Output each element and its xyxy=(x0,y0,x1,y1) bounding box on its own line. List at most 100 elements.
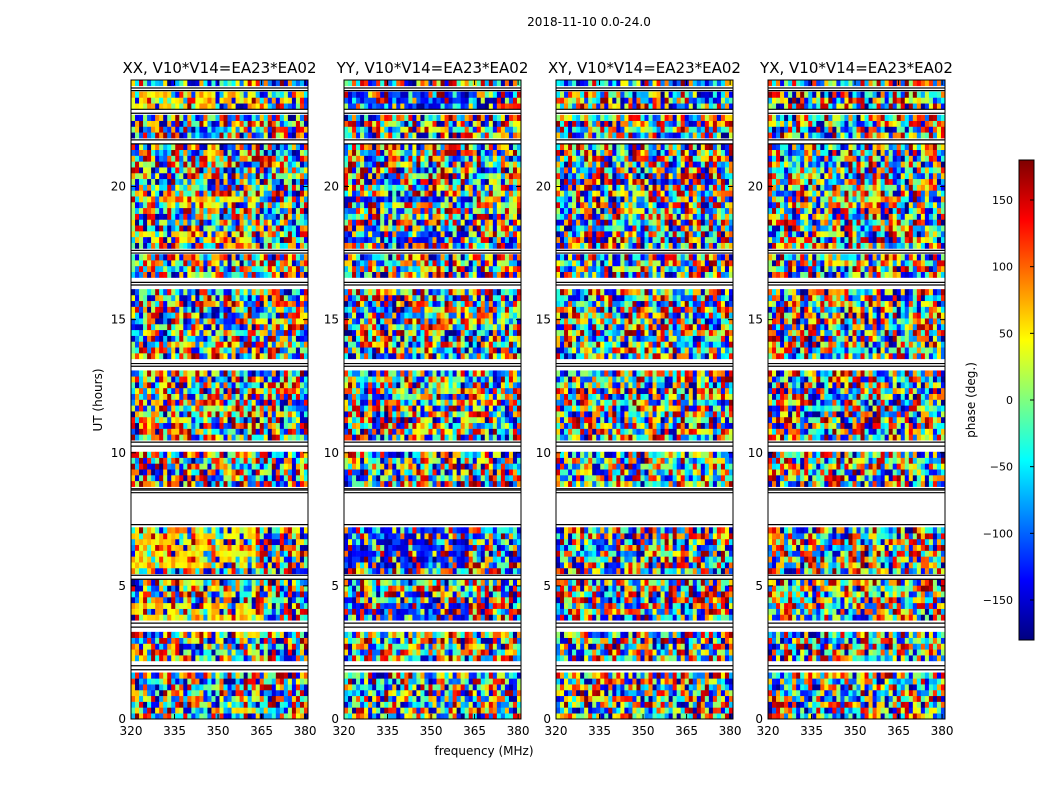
heatmap-cell xyxy=(428,550,433,557)
heatmap-cell xyxy=(163,585,168,592)
heatmap-cell xyxy=(291,178,297,185)
heatmap-cell xyxy=(167,114,172,121)
heatmap-cell xyxy=(195,114,200,121)
heatmap-cell xyxy=(283,155,289,162)
heatmap-cell xyxy=(255,149,261,156)
heatmap-cell xyxy=(159,178,164,185)
heatmap-cell xyxy=(231,167,236,174)
heatmap-cell xyxy=(251,567,256,575)
heatmap-cell xyxy=(440,649,445,656)
heatmap-cell xyxy=(143,538,148,546)
heatmap-cell xyxy=(243,219,248,226)
heatmap-cell xyxy=(135,416,140,424)
heatmap-cell xyxy=(267,567,273,575)
heatmap-cell xyxy=(360,562,365,569)
heatmap-cell xyxy=(131,713,136,720)
heatmap-cell xyxy=(476,713,482,720)
heatmap-cell xyxy=(295,312,301,319)
heatmap-cell xyxy=(243,323,248,331)
heatmap-cell xyxy=(171,132,176,139)
heatmap-cell xyxy=(215,114,220,121)
heatmap-cell xyxy=(275,451,281,458)
heatmap-cell xyxy=(167,614,172,621)
heatmap-cell xyxy=(203,567,208,575)
heatmap-cell xyxy=(380,579,385,586)
heatmap-cell xyxy=(251,707,256,714)
heatmap-cell xyxy=(255,695,261,702)
heatmap-cell xyxy=(143,637,148,644)
heatmap-cell xyxy=(275,416,281,424)
heatmap-cell xyxy=(195,678,200,685)
heatmap-cell xyxy=(271,533,277,540)
heatmap-cell xyxy=(279,422,285,429)
heatmap-cell xyxy=(500,556,506,563)
heatmap-cell xyxy=(215,341,220,348)
heatmap-cell xyxy=(291,422,297,429)
heatmap-cell xyxy=(163,190,168,197)
heatmap-cell xyxy=(183,318,188,325)
heatmap-cell xyxy=(199,382,204,389)
heatmap-cell xyxy=(259,91,265,98)
heatmap-cell xyxy=(516,602,522,609)
heatmap-cell xyxy=(159,631,164,638)
heatmap-cell xyxy=(247,602,252,609)
heatmap-cell xyxy=(231,579,236,586)
heatmap-cell xyxy=(291,103,297,110)
heatmap-cell xyxy=(235,428,240,435)
heatmap-cell xyxy=(303,649,309,656)
heatmap-cell xyxy=(187,149,192,156)
heatmap-cell xyxy=(488,597,494,604)
heatmap-cell xyxy=(484,608,490,615)
heatmap-cell xyxy=(235,695,240,702)
heatmap-cell xyxy=(344,591,349,598)
heatmap-cell xyxy=(424,608,429,615)
heatmap-cell xyxy=(239,120,244,127)
heatmap-cell xyxy=(227,97,232,104)
heatmap-cell xyxy=(187,161,192,168)
heatmap-cell xyxy=(243,655,248,662)
heatmap-cell xyxy=(147,190,152,197)
heatmap-cell xyxy=(452,585,457,592)
heatmap-cell xyxy=(223,631,228,638)
heatmap-cell xyxy=(444,672,449,679)
heatmap-cell xyxy=(291,201,297,209)
heatmap-cell xyxy=(428,684,433,691)
heatmap-cell xyxy=(147,428,152,435)
heatmap-cell xyxy=(291,631,297,638)
heatmap-cell xyxy=(155,597,160,604)
heatmap-cell xyxy=(484,649,490,656)
heatmap-cell xyxy=(219,254,224,261)
heatmap-cell xyxy=(271,608,277,615)
heatmap-cell xyxy=(295,335,301,342)
heatmap-cell xyxy=(159,579,164,586)
heatmap-cell xyxy=(291,416,297,424)
heatmap-cell xyxy=(480,713,486,720)
heatmap-cell xyxy=(295,97,301,104)
heatmap-cell xyxy=(159,196,164,203)
heatmap-cell xyxy=(275,387,281,394)
heatmap-cell xyxy=(275,143,281,151)
heatmap-cell xyxy=(159,306,164,313)
heatmap-cell xyxy=(243,294,248,302)
heatmap-cell xyxy=(159,126,164,133)
heatmap-cell xyxy=(171,701,176,708)
heatmap-cell xyxy=(251,190,256,197)
heatmap-cell xyxy=(271,178,277,185)
heatmap-cell xyxy=(135,312,140,319)
heatmap-cell xyxy=(183,91,188,98)
heatmap-cell xyxy=(380,631,385,638)
heatmap-cell xyxy=(448,713,453,720)
heatmap-cell xyxy=(484,684,490,691)
heatmap-cell xyxy=(468,637,474,644)
heatmap-cell xyxy=(295,91,301,98)
heatmap-cell xyxy=(392,655,397,662)
heatmap-cell xyxy=(231,341,236,348)
heatmap-cell xyxy=(396,672,401,679)
heatmap-cell xyxy=(424,602,429,609)
heatmap-cell xyxy=(512,678,518,685)
heatmap-cell xyxy=(283,434,289,441)
heatmap-cell xyxy=(360,608,365,615)
heatmap-cell xyxy=(356,602,361,609)
heatmap-cell xyxy=(275,306,281,313)
heatmap-cell xyxy=(171,480,176,487)
